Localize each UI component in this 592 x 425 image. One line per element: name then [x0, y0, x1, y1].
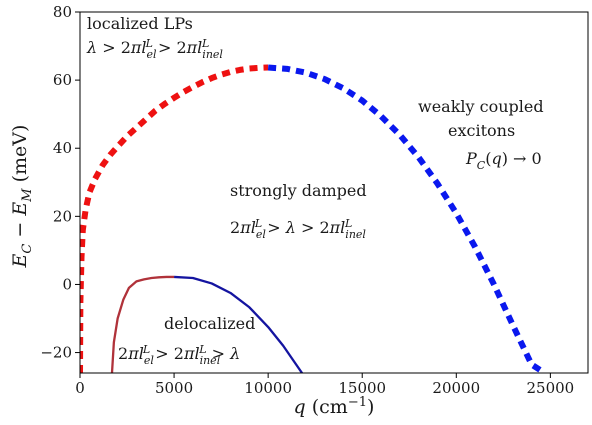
y-tick-label: 40 — [53, 139, 72, 157]
annotation-weakly-coupled: weakly coupled — [418, 97, 544, 116]
annotation-damped-condition: 2πlelL > λ > 2πlinelL — [230, 217, 366, 241]
y-tick-label: 80 — [53, 3, 72, 21]
series-line-4 — [174, 275, 303, 373]
y-tick-label: −20 — [40, 344, 72, 362]
annotation-strongly-damped: strongly damped — [230, 181, 367, 200]
x-tick-label: 5000 — [155, 379, 193, 397]
annotation-excitons: excitons — [448, 121, 515, 140]
x-axis: 0 5000 10000 15000 20000 25000 — [75, 373, 574, 397]
y-tick-label: 60 — [53, 71, 72, 89]
series-line-2 — [267, 64, 547, 373]
annotation-photon-fraction: PC(q) → 0 — [465, 149, 542, 172]
x-tick-label: 10000 — [244, 379, 292, 397]
x-axis-label: q (cm−1) — [294, 395, 375, 418]
annotation-delocalized-condition: 2πlelL > 2πlinelL > λ — [118, 343, 240, 367]
curves-layer — [80, 64, 547, 373]
annotation-localized-condition: λ > 2πlelL > 2πlinelL — [86, 37, 223, 61]
series-line-3 — [110, 275, 175, 373]
x-tick-label: 25000 — [527, 379, 575, 397]
x-tick-label: 15000 — [338, 379, 386, 397]
y-axis: −20 0 20 40 60 80 — [40, 3, 80, 362]
y-tick-label: 20 — [53, 207, 72, 225]
y-axis-label: EC − EM (meV) — [9, 125, 35, 269]
x-tick-label: 0 — [75, 379, 85, 397]
y-tick-label: 0 — [62, 275, 72, 293]
x-tick-label: 20000 — [432, 379, 480, 397]
plot-frame — [79, 11, 589, 374]
annotation-localized-title: localized LPs — [87, 14, 193, 33]
series-line-1 — [80, 64, 269, 373]
annotation-delocalized: delocalized — [164, 314, 255, 333]
